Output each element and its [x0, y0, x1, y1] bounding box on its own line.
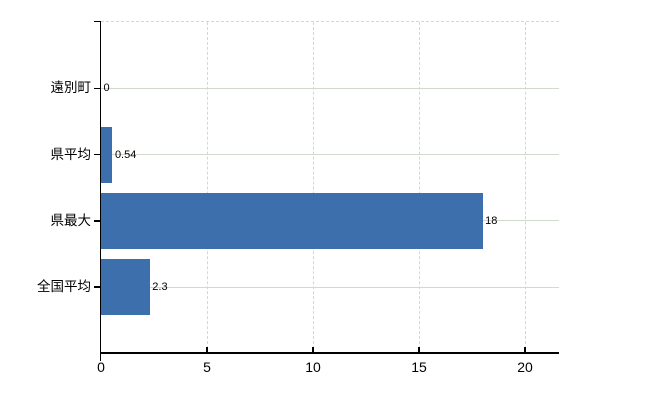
x-tick-1 — [206, 346, 208, 354]
x-axis-line — [99, 352, 559, 354]
y-tick-0 — [94, 87, 101, 90]
h-gridline-1 — [101, 154, 559, 156]
category-label-2: 県最大 — [50, 212, 92, 228]
bar-3 — [101, 259, 150, 316]
h-gridline-0 — [101, 87, 559, 89]
h-gridline-3 — [101, 286, 559, 288]
x-tick-4 — [524, 346, 526, 354]
v-gridline-1 — [207, 22, 209, 354]
bar-1 — [101, 126, 113, 183]
y-axis-line — [99, 20, 101, 361]
v-gridline-4 — [525, 22, 527, 354]
x-tick-2 — [312, 346, 314, 354]
x-tick-label-2: 10 — [305, 358, 321, 375]
bar-2 — [101, 192, 483, 249]
value-label-2: 18 — [485, 214, 498, 227]
y-tick-2 — [94, 220, 101, 222]
value-label-1: 0.54 — [114, 148, 137, 161]
y-tick-3 — [94, 286, 101, 288]
category-label-1: 県平均 — [50, 146, 92, 162]
x-tick-label-1: 5 — [203, 358, 211, 375]
plot-top-border — [101, 21, 559, 22]
y-axis-top-tick — [94, 20, 101, 22]
value-label-0: 0 — [103, 82, 110, 95]
x-tick-label-0: 0 — [97, 358, 105, 375]
value-label-3: 2.3 — [152, 281, 168, 294]
v-gridline-3 — [419, 22, 421, 354]
v-gridline-2 — [313, 22, 315, 354]
x-tick-3 — [418, 346, 420, 354]
x-tick-label-3: 15 — [411, 358, 427, 375]
x-tick-label-4: 20 — [517, 358, 533, 375]
y-tick-1 — [94, 153, 101, 156]
category-label-0: 遠別町 — [50, 80, 92, 96]
category-label-3: 全国平均 — [37, 279, 91, 295]
